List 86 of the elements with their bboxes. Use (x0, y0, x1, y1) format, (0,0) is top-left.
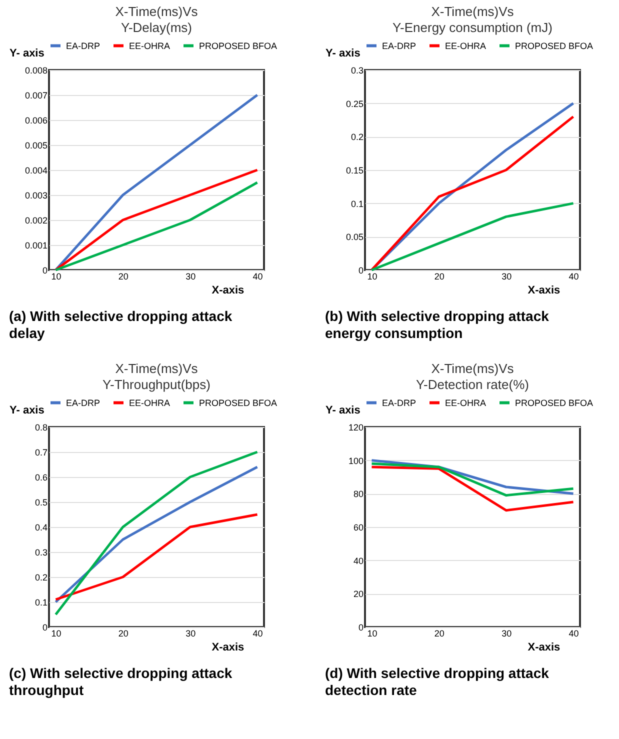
line-series (54, 94, 259, 272)
y-tick-label: 0.1 (34, 598, 48, 608)
x-tick-label: 40 (252, 272, 263, 282)
y-tick-label: 20 (353, 589, 364, 600)
x-tick-label: 20 (118, 272, 128, 282)
legend-label: EE-OHRA (445, 40, 486, 51)
y-tick-label: 0.25 (346, 98, 364, 109)
y-tick-label: 0.15 (346, 166, 364, 176)
x-tick-label: 20 (434, 272, 444, 282)
x-tick-label: 10 (51, 272, 62, 282)
y-axis-title: Y- axis (326, 404, 360, 416)
legend-label: PROPOSED BFOA (515, 40, 594, 51)
x-axis-title: X-axis (212, 284, 244, 296)
legend-label: EA-DRP (382, 398, 416, 408)
text: (c) With selective dropping attack throughput (9, 665, 232, 698)
x-axis-title: X-axis (528, 642, 560, 654)
y-tick-label: 0.001 (24, 240, 48, 250)
y-tick-label: 0.5 (34, 498, 48, 508)
x-tick-label: 40 (568, 628, 579, 638)
text: (a) With selective dropping attack delay (9, 308, 232, 341)
chart-subtitle: Y-Throughput(bps) (102, 377, 210, 392)
y-axis-title: Y- axis (10, 48, 44, 60)
legend-label: EA-DRP (66, 398, 100, 408)
y-axis-title: Y- axis (326, 48, 360, 60)
chart-title: X-Time(ms)Vs (431, 361, 514, 376)
y-tick-label: 0.1 (350, 198, 364, 209)
y-tick-label: 0 (42, 622, 48, 632)
y-tick-label: 40 (353, 556, 364, 566)
x-axis-title: X-axis (528, 284, 560, 296)
y-tick-label: 0.002 (24, 216, 48, 226)
y-tick-label: 0 (42, 266, 48, 276)
line-series (370, 466, 575, 512)
y-tick-label: 80 (353, 489, 364, 500)
x-tick-label: 40 (568, 272, 579, 282)
chart-subtitle: Y-Detection rate(%) (416, 377, 529, 392)
chart-title: X-Time(ms)Vs (115, 361, 198, 376)
y-tick-label: 0.6 (34, 472, 48, 482)
y-tick-label: 0.05 (346, 232, 364, 242)
chart-title: X-Time(ms)Vs (115, 4, 198, 19)
y-tick-label: 0.2 (350, 132, 364, 142)
chart-subtitle: Y-Delay(ms) (120, 20, 192, 35)
legend-label: PROPOSED BFOA (199, 398, 278, 408)
text: (b) With selective dropping attack energy consumption (325, 308, 550, 341)
x-axis-title: X-axis (212, 642, 244, 654)
legend-label: EE-OHRA (129, 40, 170, 51)
y-tick-label: 0.006 (24, 116, 48, 126)
chart-title: X-Time(ms)Vs (431, 4, 514, 19)
chart-subtitle: Y-Energy consumption (mJ) (392, 20, 552, 35)
y-tick-label: 0.005 (24, 140, 48, 150)
x-tick-label: 30 (186, 272, 196, 282)
x-tick-label: 30 (502, 628, 512, 638)
y-axis-title: Y- axis (10, 404, 44, 416)
legend-label: EE-OHRA (445, 398, 486, 408)
text: (d) With selective dropping attack detection rate (325, 665, 550, 698)
y-tick-label: 0.8 (34, 422, 48, 432)
y-tick-label: 0.7 (34, 448, 48, 458)
legend-label: EA-DRP (382, 40, 416, 51)
legend-label: PROPOSED BFOA (515, 398, 594, 408)
legend-label: PROPOSED BFOA (199, 40, 278, 51)
x-tick-label: 10 (367, 628, 378, 638)
y-tick-label: 0.3 (34, 548, 48, 558)
legend-label: EE-OHRA (129, 398, 170, 408)
x-tick-label: 30 (502, 272, 512, 282)
y-tick-label: 0.007 (24, 90, 48, 100)
x-tick-label: 40 (252, 628, 263, 638)
y-tick-label: 0 (358, 266, 364, 276)
x-tick-label: 30 (186, 628, 196, 638)
y-tick-label: 0.003 (24, 190, 48, 200)
y-tick-label: 0.008 (24, 66, 48, 76)
y-tick-label: 0.4 (34, 522, 48, 532)
y-tick-label: 100 (348, 456, 364, 466)
x-tick-label: 10 (367, 272, 378, 282)
y-tick-label: 0.3 (350, 66, 364, 76)
line-series (54, 513, 259, 601)
y-tick-label: 0 (358, 622, 364, 632)
y-tick-label: 120 (348, 422, 364, 432)
x-tick-label: 20 (434, 628, 444, 638)
legend-label: EA-DRP (66, 40, 100, 51)
y-tick-label: 0.004 (24, 166, 48, 176)
y-tick-label: 0.2 (34, 572, 48, 582)
y-tick-label: 60 (353, 522, 364, 532)
line-series (54, 450, 259, 616)
x-tick-label: 10 (51, 628, 62, 638)
line-series (54, 466, 259, 604)
line-series (370, 202, 575, 272)
x-tick-label: 20 (118, 628, 128, 638)
